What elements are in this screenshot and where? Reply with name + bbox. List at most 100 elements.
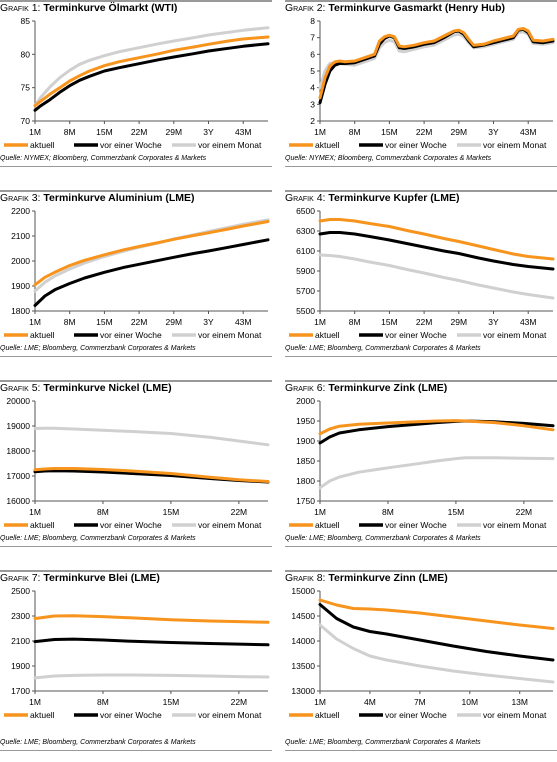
legend-monat-label: vor einem Monat [198,330,262,340]
chart-title: Terminkurve Zinn (LME) [328,572,448,584]
chart-source: Quelle: LME; Bloomberg, Commerzbank Corp… [285,739,481,746]
legend-monat-label: vor einem Monat [198,520,262,530]
y-tick-label: 8 [310,16,315,26]
x-tick-label: 22M [416,127,433,137]
chart-source: Quelle: NYMEX; Bloomberg, Commerzbank Co… [285,155,492,162]
chart-header: Grafik 6: Terminkurve Zink (LME) [285,380,557,397]
y-tick-label: 2100 [11,231,30,241]
y-tick-label: 1800 [11,306,30,316]
y-tick-label: 6500 [296,206,315,216]
chart-source: Quelle: LME; Bloomberg, Commerzbank Corp… [285,535,481,542]
series-aktuell [318,419,555,436]
y-tick-label: 5900 [296,266,315,276]
series-monat [33,26,270,108]
x-tick-label: 15M [96,317,113,327]
x-tick-label: 3Y [488,127,499,137]
chart-panel-8: Grafik 8: Terminkurve Zinn (LME) 13000 13… [285,570,557,760]
source-divider [0,356,272,357]
x-tick-label: 15M [96,127,113,137]
series-woche [318,231,555,271]
legend-monat-label: vor einem Monat [483,710,547,720]
x-tick-label: 8M [97,697,109,707]
legend-monat-label: vor einem Monat [483,520,547,530]
y-tick-label: 17000 [6,471,30,481]
y-tick-label: 15000 [291,586,315,596]
y-tick-label: 1950 [296,416,315,426]
source-divider [0,166,272,167]
chart-header: Grafik 2: Terminkurve Gasmarkt (Henry Hu… [285,0,557,17]
x-tick-label: 3Y [203,317,214,327]
chart-number: Grafik 1: [0,2,41,14]
legend-aktuell-label: aktuell [315,710,340,720]
legend-woche-label: vor einer Woche [100,710,162,720]
chart-plot: 2 3 4 5 6 7 8 1M 8M 15M 22M 29M 3Y 43M aktuell vor eine… [289,16,555,150]
y-tick-label: 6 [310,49,315,59]
x-tick-label: 22M [416,317,433,327]
y-tick-label: 14000 [291,636,315,646]
y-tick-label: 1900 [11,281,30,291]
chart-number: Grafik 3: [0,192,41,204]
x-tick-label: 1M [314,127,326,137]
chart-plot: 16000 17000 18000 19000 20000 1M 8M 15M 22M aktue… [4,396,270,530]
chart-header: Grafik 4: Terminkurve Kupfer (LME) [285,190,557,207]
source-divider [0,750,272,751]
chart-panel-2: Grafik 2: Terminkurve Gasmarkt (Henry Hu… [285,0,557,190]
y-tick-label: 1700 [11,686,30,696]
source-divider [285,356,557,357]
x-tick-label: 22M [131,127,148,137]
series-monat [33,426,270,447]
x-tick-label: 43M [235,317,252,327]
y-tick-label: 2 [310,116,315,126]
legend-monat-label: vor einem Monat [483,140,547,150]
x-tick-label: 29M [166,317,183,327]
x-tick-label: 43M [235,127,252,137]
y-tick-label: 2500 [11,586,30,596]
legend-woche-label: vor einer Woche [100,330,162,340]
x-tick-label: 8M [382,507,394,517]
chart-panel-4: Grafik 4: Terminkurve Kupfer (LME) 5500 5… [285,190,557,380]
legend-monat-label: vor einem Monat [483,330,547,340]
x-tick-label: 3Y [488,317,499,327]
chart-title: Terminkurve Ölmarkt (WTI) [43,2,178,14]
x-tick-label: 8M [64,127,76,137]
chart-number: Grafik 4: [285,192,326,204]
legend-woche-label: vor einer Woche [385,140,447,150]
chart-number: Grafik 2: [285,2,326,14]
y-tick-label: 4 [310,83,315,93]
x-tick-label: 43M [520,127,537,137]
series-aktuell [318,27,555,100]
x-tick-label: 1M [29,127,41,137]
series-woche [33,238,270,307]
x-tick-label: 15M [163,507,180,517]
y-tick-label: 20000 [6,396,30,406]
chart-title: Terminkurve Aluminium (LME) [43,192,195,204]
y-tick-label: 18000 [6,446,30,456]
y-tick-label: 6300 [296,226,315,236]
y-tick-label: 80 [21,49,31,59]
series-monat [318,623,555,684]
y-tick-label: 2000 [296,396,315,406]
x-tick-label: 1M [314,697,326,707]
x-tick-label: 43M [520,317,537,327]
legend-aktuell-label: aktuell [315,330,340,340]
y-tick-label: 1900 [11,661,30,671]
y-tick-label: 3 [310,99,315,109]
y-tick-label: 6100 [296,246,315,256]
series-woche [33,637,270,647]
legend-woche-label: vor einer Woche [385,520,447,530]
x-tick-label: 1M [29,317,41,327]
series-aktuell [318,598,555,630]
legend-aktuell-label: aktuell [30,140,55,150]
chart-plot: 1750 1800 1850 1900 1950 2000 1M 8M 15M 22M aktuel… [289,396,555,530]
legend-aktuell-label: aktuell [30,710,55,720]
x-tick-label: 8M [64,317,76,327]
x-tick-label: 15M [163,697,180,707]
chart-plot: 1700 1900 2100 2300 2500 1M 8M 15M 22M aktuell vor… [4,586,270,720]
series-monat [33,673,270,680]
x-tick-label: 3Y [203,127,214,137]
series-woche [318,603,555,662]
x-tick-label: 10M [462,697,479,707]
x-tick-label: 1M [314,317,326,327]
series-aktuell [318,218,555,261]
x-tick-label: 1M [29,697,41,707]
